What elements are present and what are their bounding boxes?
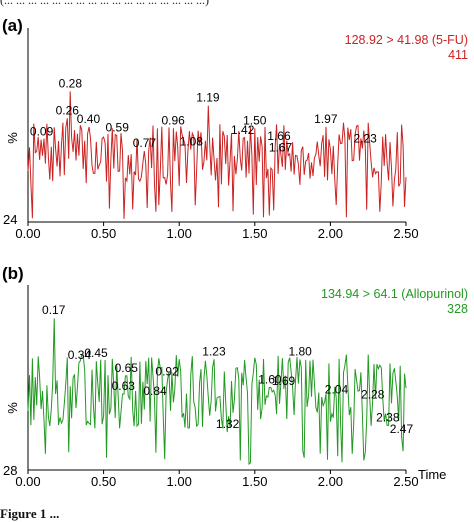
panel-b-transition: 134.94 > 64.1 (Allopurinol)	[321, 287, 468, 301]
panel-a-peak-label: 1.97	[314, 112, 338, 126]
panel-b-peak-label: 2.04	[325, 382, 349, 396]
panel-a-peak-label: 1.42	[231, 123, 255, 137]
panel-b-y-min-label: 28	[3, 463, 17, 478]
panel-b-x-tick-label: 2.00	[318, 474, 343, 489]
panel-b-intensity: 328	[447, 302, 468, 316]
panel-a-trace	[27, 91, 407, 220]
panel-a: (a) 128.92 > 41.98 (5-FU) 411 % 24 0.00 0…	[2, 16, 468, 241]
panel-b-peak-label: 0.34	[68, 348, 92, 362]
panel-a-x-tick-label: 0.50	[91, 226, 116, 241]
panel-b-peak-label: 0.63	[112, 379, 136, 393]
panel-b-peak-label: 0.65	[115, 361, 139, 375]
bottom-caption: Figure 1 ...	[0, 506, 60, 521]
panel-a-peak-labels: 0.090.26 0.28 0.40 0.590.77 0.96 1.08 1.19 1.42…	[30, 76, 377, 154]
panel-a-trace-line	[27, 91, 407, 220]
panel-a-label: (a)	[2, 16, 23, 35]
panel-b-peak-label: 1.69	[272, 374, 296, 388]
panel-a-peak-label: 1.66	[267, 129, 291, 143]
panel-b-trace	[27, 318, 407, 465]
panel-a-intensity: 411	[448, 48, 468, 62]
panel-a-peak-label: 1.19	[196, 91, 220, 105]
panel-b-peak-label: 1.60	[258, 373, 282, 387]
panel-b-x-tick-label: 0.50	[91, 474, 116, 489]
panel-b-label: (b)	[2, 264, 24, 283]
panel-a-y-axis-label: %	[5, 132, 20, 144]
panel-b-peak-label: 0.17	[42, 303, 66, 317]
panel-a-x-ticks: 0.00 0.50 1.00 1.50 2.00 2.50	[15, 222, 419, 241]
panel-b-peak-label: 0.92	[155, 364, 179, 378]
panel-a-peak-label: 2.23	[353, 132, 377, 146]
panel-a-x-tick-label: 2.50	[393, 226, 418, 241]
panel-a-x-tick-label: 0.00	[15, 226, 40, 241]
panel-b-peak-label: 2.38	[376, 410, 400, 424]
panel-a-peak-label: 1.08	[180, 135, 204, 149]
panel-b-x-tick-label: 0.00	[15, 474, 40, 489]
panel-a-transition: 128.92 > 41.98 (5-FU)	[345, 33, 468, 47]
panel-b-peak-label: 0.84	[143, 384, 167, 398]
panel-a-peak-label: 1.67	[269, 140, 293, 154]
panel-a-peak-label: 0.77	[133, 136, 157, 150]
panel-a-x-tick-label: 1.50	[242, 226, 267, 241]
panel-b-peak-label: 2.47	[390, 422, 414, 436]
panel-b-peak-label: 1.23	[202, 344, 226, 358]
panel-a-peak-label: 0.09	[30, 125, 54, 139]
panel-b-peak-label: 1.32	[216, 417, 240, 431]
panel-a-peak-label: 0.59	[106, 120, 130, 134]
panel-a-peak-label: 0.26	[56, 103, 80, 117]
panel-b-x-ticks: 0.00 0.50 1.00 1.50 2.00 2.50	[15, 470, 419, 489]
panel-a-y-min-label: 24	[3, 212, 17, 227]
panel-b: (b) 134.94 > 64.1 (Allopurinol) 328 % 28…	[2, 264, 468, 489]
panel-a-peak-label: 1.50	[243, 113, 267, 127]
panel-a-x-tick-label: 1.00	[167, 226, 192, 241]
panel-b-peak-label: 0.45	[84, 346, 108, 360]
panel-a-peak-label: 0.96	[161, 113, 185, 127]
panel-a-peak-label: 0.40	[77, 112, 101, 126]
panel-a-x-tick-label: 2.00	[318, 226, 343, 241]
panel-b-peak-labels: 0.17 0.340.45 0.63 0.65 0.84 0.92 1.23 1.32 1.60…	[42, 303, 413, 436]
panel-b-x-tick-label: 2.50	[393, 474, 418, 489]
panel-b-trace-line	[27, 318, 407, 465]
panel-a-peak-label: 0.28	[59, 76, 83, 90]
panel-b-peak-label: 1.80	[288, 344, 312, 358]
top-caption: (... ... ... ... ... ... ... ... ... ...…	[0, 0, 209, 7]
panel-b-y-axis-label: %	[5, 402, 20, 414]
panel-b-peak-label: 2.28	[361, 387, 385, 401]
panel-b-x-tick-label: 1.00	[167, 474, 192, 489]
panel-b-x-axis-title: Time	[418, 467, 446, 482]
panel-b-x-tick-label: 1.50	[242, 474, 267, 489]
